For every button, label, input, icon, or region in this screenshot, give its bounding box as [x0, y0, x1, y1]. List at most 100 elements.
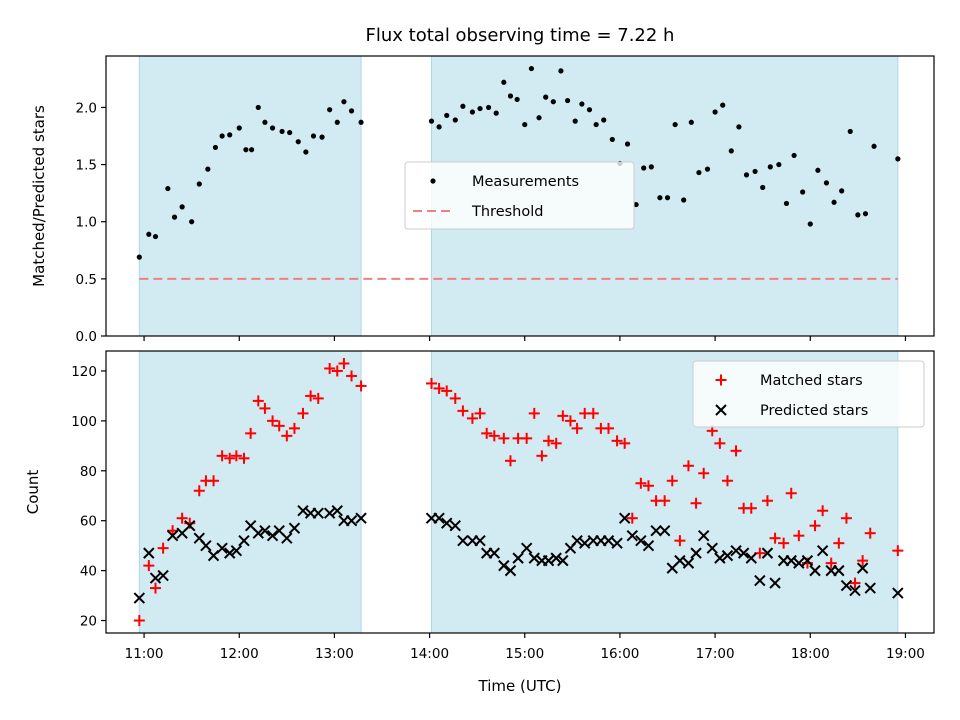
matched-star-point — [543, 435, 555, 447]
predicted-star-point — [611, 537, 623, 549]
predicted-star-point — [259, 524, 271, 537]
matched-star-point — [504, 455, 516, 467]
predicted-star-point — [892, 587, 904, 599]
matched-star-point — [281, 430, 293, 442]
plot-frame — [105, 350, 935, 634]
matched-star-point — [642, 480, 654, 492]
matched-star-point — [857, 555, 869, 567]
matched-star-point — [176, 512, 188, 524]
predicted-star-point — [840, 579, 853, 592]
matched-star-point — [149, 582, 161, 594]
predicted-star-point — [441, 517, 453, 529]
matched-star-point — [481, 427, 493, 439]
measurement-point — [807, 221, 813, 227]
measurement-point — [136, 254, 142, 260]
y-tick-label: 1.0 — [76, 215, 97, 231]
legend: Matched stars Predicted stars — [692, 360, 925, 428]
measurement-point — [815, 167, 821, 173]
predicted-star-point — [602, 534, 615, 547]
measurement-point — [452, 117, 458, 123]
measurement-point — [543, 94, 549, 100]
measurement-point — [310, 133, 317, 139]
matched-star-point — [714, 437, 726, 449]
matched-star-point — [817, 505, 829, 517]
measurement-point — [681, 197, 687, 203]
matched-star-point — [892, 545, 904, 557]
measurement-point — [171, 214, 178, 220]
predicted-star-point — [488, 547, 501, 559]
matched-star-point — [355, 380, 367, 392]
measurement-point — [243, 147, 249, 153]
matched-star-point — [441, 385, 453, 397]
measurement-point — [633, 201, 639, 208]
x-tick-label: 14:00 — [410, 646, 449, 662]
predicted-star-point — [200, 539, 212, 552]
predicted-star-point — [252, 527, 264, 539]
legend-label: Predicted stars — [760, 403, 868, 419]
predicted-star-point — [737, 547, 750, 559]
measurement-point — [752, 168, 758, 175]
matched-star-point — [466, 412, 478, 424]
x-tick-label: 17:00 — [696, 646, 735, 662]
matched-star-point — [611, 435, 623, 447]
matched-star-point — [564, 415, 576, 427]
measurement-point — [501, 79, 507, 85]
legend-box — [404, 161, 635, 230]
y-tick-label: 40 — [80, 564, 97, 580]
measurement-point — [205, 166, 211, 172]
matched-star-point — [528, 407, 540, 419]
measurement-point — [564, 97, 571, 104]
measurement-point — [609, 136, 615, 143]
predicted-star-point — [224, 547, 236, 559]
predicted-star-point — [331, 505, 343, 517]
predicted-star-point — [769, 577, 781, 589]
y-tick-label: 1.5 — [76, 158, 97, 174]
matched-star-point — [666, 475, 678, 487]
matched-star-point — [433, 382, 445, 394]
predicted-star-point — [650, 524, 662, 537]
matched-star-point — [849, 577, 861, 589]
matched-star-point — [224, 452, 236, 464]
predicted-star-point — [230, 544, 243, 557]
x-tick-label: 18:00 — [791, 646, 830, 662]
predicted-star-point — [288, 522, 301, 534]
measurement-point — [800, 189, 806, 195]
matched-star-point — [698, 467, 710, 479]
matched-star-point — [521, 432, 533, 444]
matched-star-point — [659, 495, 671, 507]
measurement-point — [348, 108, 355, 114]
predicted-star-point — [801, 554, 814, 567]
measurement-point — [227, 132, 233, 138]
measurement-point — [444, 112, 450, 119]
measurement-point — [269, 125, 276, 131]
measurement-point — [688, 119, 694, 125]
measurement-point — [460, 103, 466, 109]
measurement-point — [249, 147, 255, 153]
matched-star-point — [474, 407, 486, 419]
predicted-star-point — [579, 537, 591, 549]
legend-label: Matched stars — [760, 373, 863, 389]
measurement-point — [146, 231, 152, 237]
matched-star-point — [864, 527, 876, 539]
measurement-point — [657, 195, 663, 201]
predicted-star-point — [809, 564, 821, 577]
measurement-point — [279, 128, 285, 135]
legend-label: Measurements — [472, 174, 579, 190]
measurement-point — [855, 212, 861, 218]
y-tick-label: 2.0 — [76, 100, 97, 116]
matched-star-point — [840, 512, 852, 524]
measurement-point — [743, 172, 750, 178]
matched-star-point — [809, 520, 821, 532]
measurement-point — [152, 233, 159, 240]
measurement-point — [528, 65, 535, 72]
predicted-star-point — [498, 559, 510, 572]
legend-label: Threshold — [471, 204, 543, 220]
measurement-point — [469, 109, 476, 115]
matched-star-point — [587, 407, 599, 419]
measurement-point — [165, 185, 171, 192]
predicted-star-point — [833, 564, 845, 577]
measurement-point — [572, 118, 578, 124]
matched-star-point — [297, 407, 309, 419]
measurement-point — [295, 139, 301, 145]
